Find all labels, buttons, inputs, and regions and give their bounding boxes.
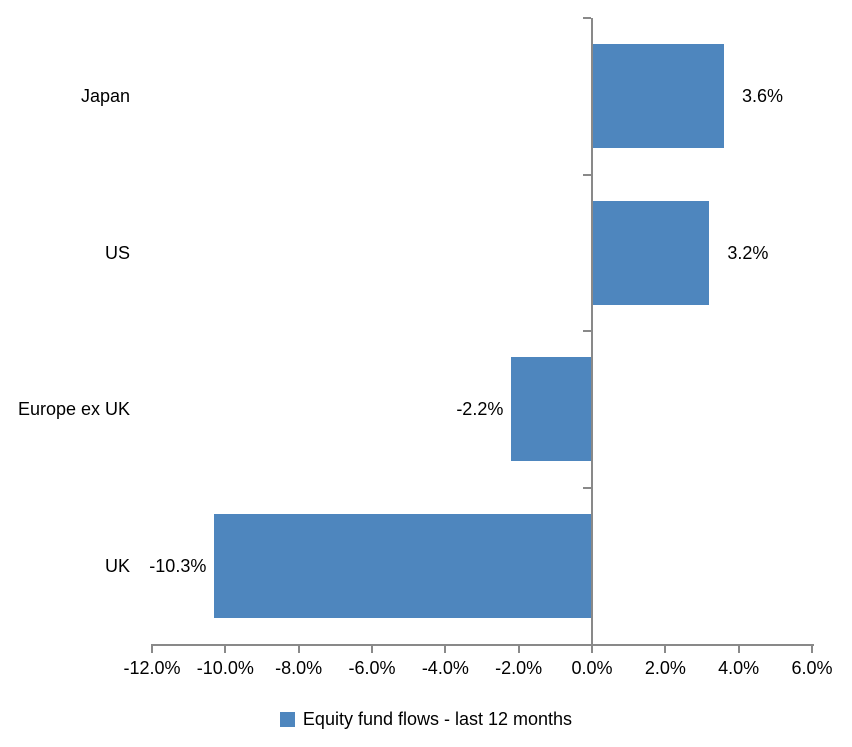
x-axis-line	[152, 644, 814, 646]
x-tick	[811, 644, 813, 653]
y-axis-line	[591, 18, 593, 653]
legend-label: Equity fund flows - last 12 months	[302, 708, 573, 729]
x-tick	[371, 644, 373, 653]
x-tick	[224, 644, 227, 653]
y-tick	[583, 330, 591, 332]
x-tick	[664, 644, 667, 653]
x-tick-label: -12.0%	[123, 658, 181, 678]
y-tick	[583, 17, 591, 19]
legend: Equity fund flows - last 12 months	[0, 704, 852, 734]
category-label: Europe ex UK	[17, 399, 130, 420]
x-tick-label: 4.0%	[718, 658, 760, 678]
bar-value-label: 3.2%	[727, 242, 769, 263]
x-tick-label: -10.0%	[196, 658, 254, 678]
bar-value-label: 3.6%	[742, 86, 784, 107]
bar-value-label: -2.2%	[456, 399, 504, 420]
y-tick	[583, 173, 591, 176]
x-tick-label: -2.0%	[495, 658, 543, 678]
category-label: Japan	[80, 86, 130, 107]
x-tick-label: -4.0%	[421, 658, 469, 678]
x-tick-label: -6.0%	[348, 658, 396, 678]
x-tick	[737, 644, 740, 653]
y-tick	[583, 486, 591, 489]
x-tick-label: -8.0%	[275, 658, 323, 678]
x-tick	[297, 644, 300, 653]
bar-value-label: -10.3%	[149, 555, 207, 576]
bar	[592, 200, 710, 305]
category-label: UK	[104, 555, 130, 576]
legend-swatch-icon	[279, 711, 295, 727]
category-label: US	[104, 242, 130, 263]
bar	[592, 44, 724, 149]
bar	[511, 357, 592, 462]
x-tick	[517, 644, 520, 653]
bar	[214, 513, 592, 618]
x-tick	[151, 644, 153, 653]
x-tick-label: 6.0%	[791, 658, 833, 678]
x-tick-label: 0.0%	[571, 658, 613, 678]
x-tick-label: 2.0%	[644, 658, 686, 678]
x-tick	[444, 644, 447, 653]
